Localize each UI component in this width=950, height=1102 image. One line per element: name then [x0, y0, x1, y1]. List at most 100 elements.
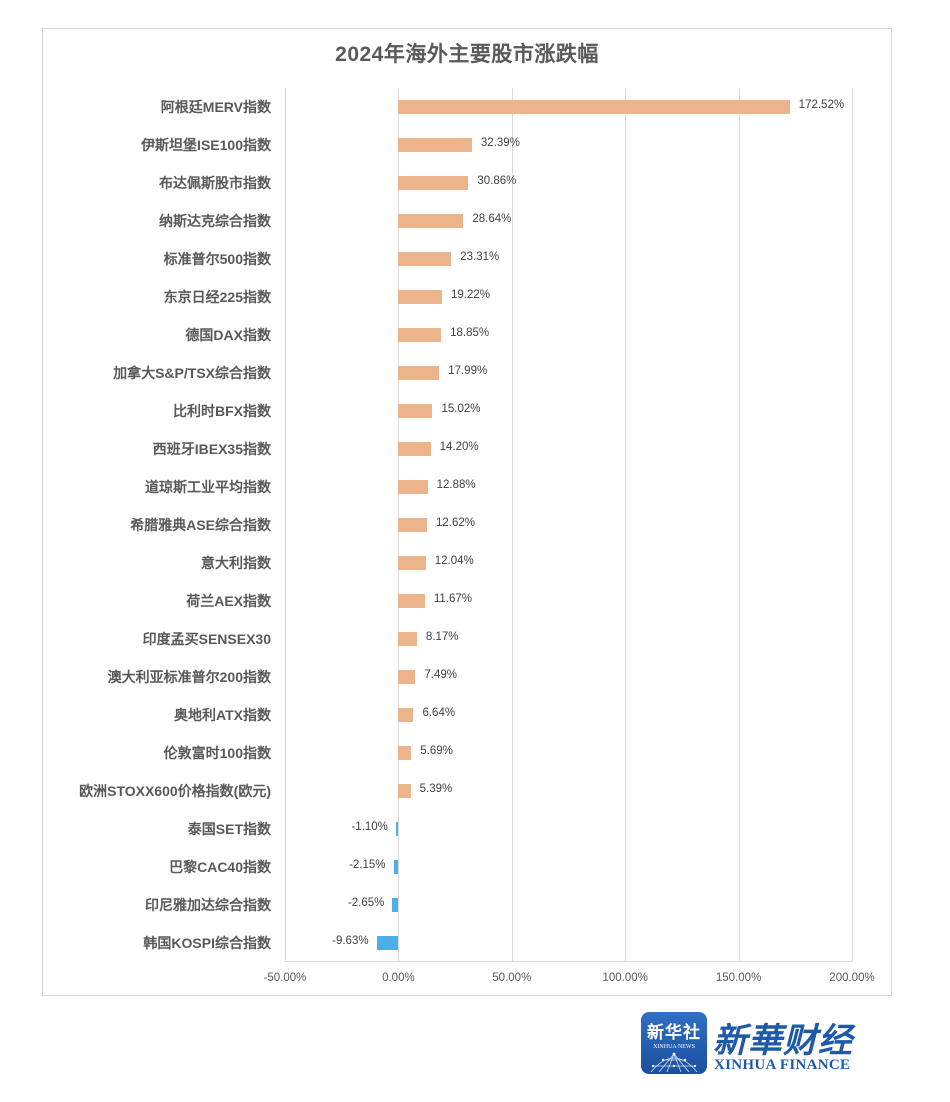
bar-row: 比利时BFX指数 15.02% [0, 392, 950, 430]
bar-row: 布达佩斯股市指数 30.86% [0, 164, 950, 202]
value-label: 23.31% [460, 251, 500, 263]
x-tick-label: 150.00% [715, 972, 762, 984]
category-label: 东京日经225指数 [163, 289, 271, 305]
category-label: 韩国KOSPI综合指数 [143, 935, 271, 951]
bar-negative [376, 936, 399, 950]
value-label: 19.22% [450, 289, 490, 301]
bar-positive [398, 746, 412, 760]
value-label: 7.49% [424, 669, 457, 681]
value-label: 6.64% [422, 707, 456, 719]
bar-negative [393, 860, 399, 874]
bar-positive [398, 176, 469, 190]
value-label: 28.64% [472, 213, 512, 225]
bar-row: 伦敦富时100指数 5.69% [0, 734, 950, 772]
x-tick-label: 0.00% [382, 972, 415, 984]
category-label: 加拿大S&P/TSX综合指数 [113, 365, 271, 381]
category-label: 澳大利亚标准普尔200指数 [107, 669, 271, 685]
bar-positive [398, 290, 442, 304]
xinhua-finance-brand-en: XINHUA FINANCE [714, 1057, 851, 1073]
x-axis-line [285, 961, 852, 962]
category-label: 伦敦富时100指数 [163, 745, 271, 761]
gridline [511, 88, 513, 962]
value-label: 18.85% [450, 327, 490, 339]
category-label: 希腊雅典ASE综合指数 [130, 517, 271, 533]
category-label: 印度孟买SENSEX30 [142, 631, 271, 647]
bar-positive [398, 518, 427, 532]
bar-row: 希腊雅典ASE综合指数 12.62% [0, 506, 950, 544]
bar-row: 欧洲STOXX600价格指数(欧元) 5.39% [0, 772, 950, 810]
bar-negative [395, 822, 399, 836]
value-label: -9.63% [332, 935, 369, 947]
category-label: 奥地利ATX指数 [174, 707, 271, 723]
bar-negative [392, 898, 399, 912]
bar-positive [398, 214, 464, 228]
value-label: 12.62% [436, 517, 476, 529]
value-label: 12.88% [436, 479, 476, 491]
bar-positive [398, 366, 440, 380]
bar-positive [398, 442, 431, 456]
xinhua-finance-brand-cn: 新華财经 [713, 1021, 853, 1061]
x-tick-label: 50.00% [492, 972, 532, 984]
bar-row: 东京日经225指数 19.22% [0, 278, 950, 316]
bar-positive [398, 328, 442, 342]
category-label: 印尼雅加达综合指数 [145, 897, 271, 913]
x-tick-label: -50.00% [263, 972, 307, 984]
bar-row: 加拿大S&P/TSX综合指数 17.99% [0, 354, 950, 392]
category-label: 布达佩斯股市指数 [159, 175, 271, 191]
value-label: 172.52% [798, 99, 845, 111]
gridline [852, 88, 853, 962]
bar-row: 纳斯达克综合指数 28.64% [0, 202, 950, 240]
x-tick-label: 100.00% [602, 972, 648, 984]
bar-positive [398, 670, 416, 684]
bar-row: 道琼斯工业平均指数 12.88% [0, 468, 950, 506]
bar-row: 韩国KOSPI综合指数 -9.63% [0, 924, 950, 962]
value-label: -2.15% [349, 859, 386, 871]
value-label: 5.69% [420, 745, 453, 757]
bar-row: 印度孟买SENSEX30 8.17% [0, 620, 950, 658]
bar-positive [398, 100, 790, 114]
category-label: 西班牙IBEX35指数 [152, 441, 271, 457]
bar-positive [398, 708, 414, 722]
category-label: 纳斯达克综合指数 [159, 213, 271, 229]
bar-row: 荷兰AEX指数 11.67% [0, 582, 950, 620]
globe-network-icon [650, 1052, 698, 1072]
value-label: 11.67% [433, 593, 473, 605]
bar-positive [398, 556, 426, 570]
gridline [285, 88, 286, 962]
bar-positive [398, 404, 433, 418]
category-label: 意大利指数 [201, 555, 271, 571]
category-label: 欧洲STOXX600价格指数(欧元) [79, 783, 271, 799]
chart-title: 2024年海外主要股市涨跌幅 [335, 43, 599, 66]
bar-row: 意大利指数 12.04% [0, 544, 950, 582]
category-label: 荷兰AEX指数 [186, 593, 271, 609]
category-label: 德国DAX指数 [185, 327, 271, 343]
bar-positive [398, 480, 428, 494]
bar-row: 西班牙IBEX35指数 14.20% [0, 430, 950, 468]
value-label: 15.02% [441, 403, 481, 415]
bar-row: 德国DAX指数 18.85% [0, 316, 950, 354]
category-label: 比利时BFX指数 [173, 403, 271, 419]
value-label: 12.04% [434, 555, 474, 567]
category-label: 巴黎CAC40指数 [169, 859, 271, 875]
value-label: 14.20% [439, 441, 479, 453]
bar-positive [398, 138, 472, 152]
value-label: 8.17% [425, 631, 459, 643]
category-label: 阿根廷MERV指数 [160, 99, 271, 115]
bar-row: 印尼雅加达综合指数 -2.65% [0, 886, 950, 924]
value-label: 17.99% [448, 365, 488, 377]
bar-row: 阿根廷MERV指数 172.52% [0, 88, 950, 126]
bar-positive [398, 594, 425, 608]
category-label: 标准普尔500指数 [163, 251, 271, 267]
xinhua-news-logo: 新华社 XINHUA NEWS [641, 1012, 707, 1074]
bar-positive [398, 784, 411, 798]
bar-positive [398, 252, 452, 266]
gridline [738, 88, 740, 962]
value-label: 5.39% [419, 783, 453, 795]
value-label: -1.10% [351, 821, 388, 833]
bar-positive [398, 632, 417, 646]
value-label: 30.86% [477, 175, 517, 187]
x-tick-label: 200.00% [829, 972, 875, 984]
bar-row: 标准普尔500指数 23.31% [0, 240, 950, 278]
gridline [625, 88, 627, 962]
category-label: 泰国SET指数 [187, 821, 271, 837]
